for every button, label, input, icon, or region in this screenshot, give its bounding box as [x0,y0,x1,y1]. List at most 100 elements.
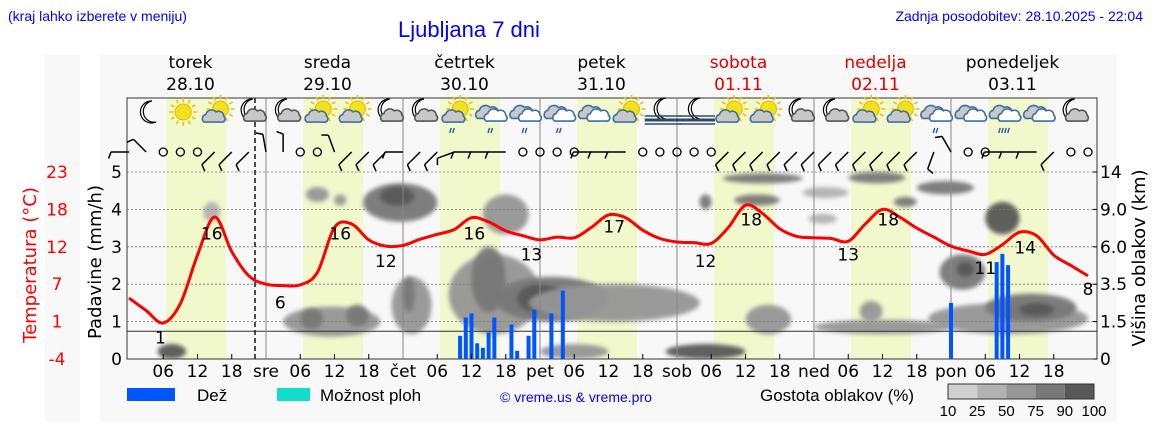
page-title: Ljubljana 7 dni [398,17,540,42]
daylight-band [166,98,227,359]
density-level-label: 100 [1081,403,1106,420]
precip-bar [532,309,537,359]
sun-ray [776,113,782,117]
calm-wind-icon [1066,147,1076,157]
temperature-label: 13 [521,245,543,265]
cloud-icon [586,108,611,122]
x-tick-label: 18 [769,362,791,382]
x-tick-label: 18 [906,362,928,382]
wind-barb-icon [467,151,489,159]
day-name: četrtek [434,53,495,73]
weather-icon-sun-cloud [612,95,646,123]
sun-ray [618,101,624,105]
precip-bar [463,317,468,359]
wind-barb-tick [869,164,874,172]
temperature-label: 12 [375,252,397,272]
wind-barb-icon [570,151,592,159]
cloud-shape [441,109,466,123]
weather-icon-cloud-rain [920,104,954,134]
sun-ray [452,96,456,101]
day-date: 28.10 [166,75,215,95]
sun-ray [738,96,742,101]
x-tick-label: 18 [632,362,654,382]
wind-barb-staff [262,134,267,153]
cloud-shape [1031,108,1056,122]
wind-barb-tick [981,151,986,159]
sun-ray [776,101,782,105]
cloud-icon [1031,108,1056,122]
wind-barb-staff [927,151,935,170]
cloud-icon [441,109,466,123]
cloud-icon [886,109,911,123]
wind-barb-staff [749,151,764,166]
temperature-label: 16 [329,224,351,244]
wind-barb-icon [998,151,1020,159]
wind-barb-staff [715,151,729,166]
x-day-label: sre [253,362,279,382]
wind-barb-staff [338,151,353,166]
copyright-link[interactable]: © vreme.us & vreme.pro [500,389,652,405]
weather-icon-moon-cloud [822,98,850,122]
precip-bar [515,350,520,359]
sun-ray [349,96,354,101]
wind-barb-staff [201,151,216,166]
x-tick-label: 12 [461,362,483,382]
precip-bar [475,343,480,359]
temperature-axis-title: Temperatura (°C) [20,187,41,344]
cloud-height-tick-label: 9.0 [1100,200,1127,220]
sun-ray [327,96,331,101]
wind-barb-icon [450,151,472,159]
x-tick-label: 06 [700,362,722,382]
cloud-patch [540,344,609,359]
wind-barb-icon [981,151,1003,159]
wind-barb-icon [423,151,438,172]
wind-barb-tick [126,138,134,143]
x-tick-label: 18 [221,362,243,382]
sun-ray [175,99,179,104]
sun-ray [913,101,919,105]
calm-wind-icon [175,147,186,157]
temperature-axis-panel [45,55,80,422]
cloud-icon [825,108,850,122]
wind-barb-tick [338,164,343,172]
cloud-shape [852,109,877,123]
rain-drop-icon [998,127,1001,134]
cloud-patch [345,304,369,327]
cloud-height-tick-label: 14 [1100,163,1122,183]
wind-barb-icon [201,151,216,172]
sun-ray [913,113,919,117]
wind-barb-icon [783,151,798,172]
wind-barb-staff [423,151,438,166]
cloud-icon [1064,108,1090,122]
x-tick-label: 06 [152,362,174,382]
wind-barb-tick [714,164,720,172]
sun-ray [760,96,765,101]
wind-barb-staff [800,151,815,166]
sun-ray [897,96,902,101]
cloud-patch [985,201,1020,235]
cloud-icon [483,108,508,122]
cloud-shape [414,108,439,122]
sun-ray [365,101,371,105]
calm-wind-icon [963,147,973,157]
wind-barb-icon [869,151,884,172]
weather-icon-moon [139,100,157,124]
sun-ray [207,101,213,105]
sun-ray [228,113,234,117]
wind-barb-icon [800,151,815,172]
legend: Dež Možnost ploh © vreme.us & vreme.pro … [127,383,1107,420]
sun-ray [170,116,175,120]
cloud-patch [380,186,415,206]
wind-barb-tick [604,151,609,159]
cloud-icon [612,109,637,123]
cloud-patch [665,344,746,359]
sun-ray [187,120,191,125]
cloud-icon [963,108,988,122]
wind-barb-staff [235,151,250,166]
weather-icon-cloud-rain [474,104,508,134]
cloud-icon [715,109,740,123]
x-tick-label: 06 [837,362,859,382]
weather-icon-moon-cloud [1062,98,1090,122]
temperature-line [128,203,1089,325]
